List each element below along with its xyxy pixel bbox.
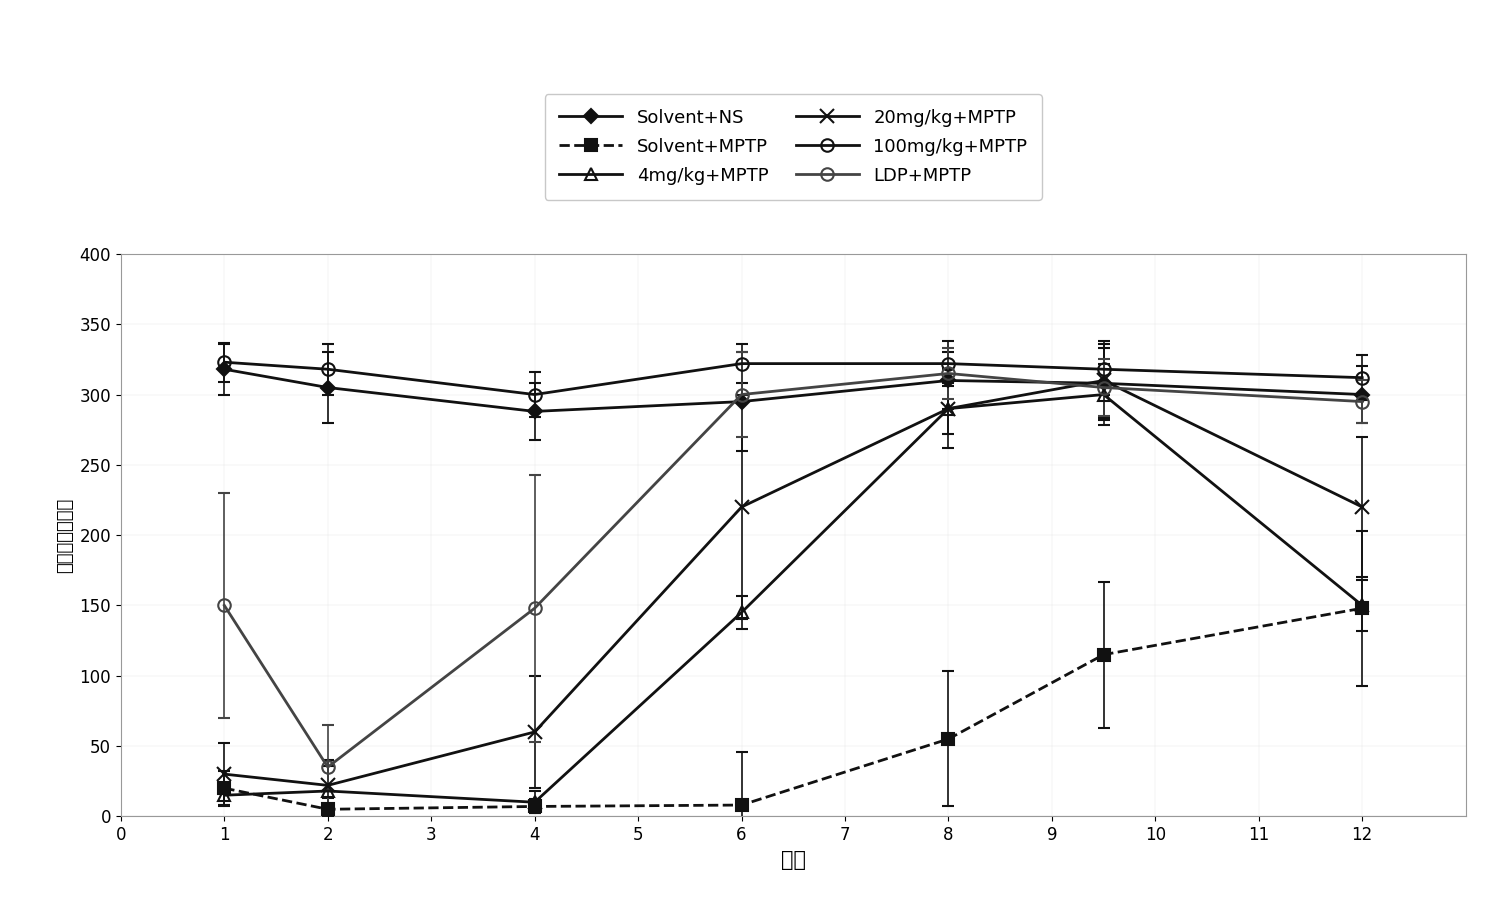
Y-axis label: 停留时间（秒）: 停留时间（秒）	[56, 498, 74, 572]
Legend: Solvent+NS, Solvent+MPTP, 4mg/kg+MPTP, 20mg/kg+MPTP, 100mg/kg+MPTP, LDP+MPTP: Solvent+NS, Solvent+MPTP, 4mg/kg+MPTP, 2…	[545, 94, 1041, 200]
X-axis label: 小时: 小时	[781, 850, 805, 870]
